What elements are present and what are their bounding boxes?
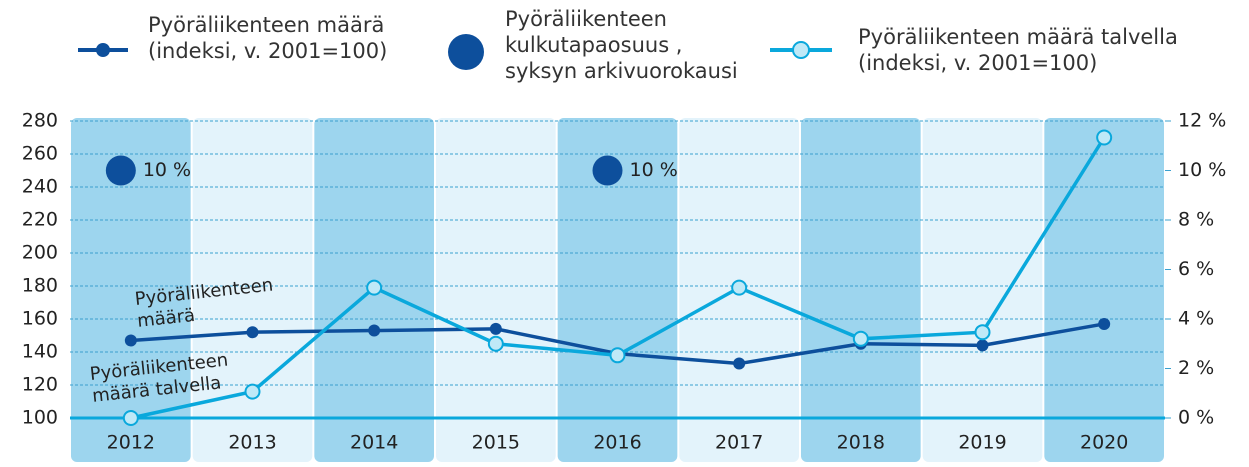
legend-label: Pyöräliikenteen määrä (indeksi, v. 2001=… xyxy=(148,13,388,63)
y-tick-label: 180 xyxy=(22,275,58,297)
y-tick-label: 220 xyxy=(22,209,58,231)
point-marker xyxy=(1098,317,1111,330)
category-band xyxy=(801,118,921,462)
point-marker xyxy=(124,334,137,347)
snowflake-marker xyxy=(244,383,261,400)
y2-tick-label: 8 % xyxy=(1178,209,1214,231)
x-tick-label: 2018 xyxy=(837,432,885,454)
y-tick-label: 100 xyxy=(22,407,58,429)
bubble xyxy=(592,155,623,186)
y-tick-label: 120 xyxy=(22,374,58,396)
point-marker xyxy=(733,357,746,370)
x-tick-label: 2012 xyxy=(107,432,155,454)
snowflake-marker xyxy=(366,279,383,296)
x-tick-label: 2015 xyxy=(472,432,520,454)
point-marker xyxy=(246,326,259,339)
x-tick-label: 2014 xyxy=(350,432,398,454)
snowflake-marker xyxy=(1096,129,1113,146)
x-tick-label: 2019 xyxy=(958,432,1006,454)
category-band xyxy=(1044,118,1164,462)
snowflake-marker xyxy=(974,324,991,341)
legend-label: Pyöräliikenteen määrä talvella (indeksi,… xyxy=(858,25,1178,75)
y2-tick-label: 0 % xyxy=(1178,407,1214,429)
y-tick-label: 280 xyxy=(22,110,58,132)
snowflake-marker xyxy=(122,410,139,426)
snowflake-marker xyxy=(609,347,626,364)
category-band xyxy=(557,118,678,462)
y-tick-label: 240 xyxy=(22,176,58,198)
snowflake-marker xyxy=(487,335,504,352)
y-tick-label: 140 xyxy=(22,341,58,363)
point-marker xyxy=(976,339,989,352)
legend-marker xyxy=(448,34,484,70)
legend-marker xyxy=(96,43,110,57)
point-marker xyxy=(489,322,502,335)
category-band xyxy=(436,118,556,462)
y-tick-label: 200 xyxy=(22,242,58,264)
x-tick-label: 2013 xyxy=(228,432,276,454)
data-label: 10 % xyxy=(143,159,191,181)
y-tick-label: 260 xyxy=(22,143,58,165)
data-label: 10 % xyxy=(630,159,678,181)
y2-tick-label: 4 % xyxy=(1178,308,1214,330)
snowflake-marker xyxy=(731,279,748,296)
bubble xyxy=(105,155,136,186)
y2-tick-label: 2 % xyxy=(1178,357,1214,379)
point-marker xyxy=(368,324,381,337)
y2-tick-label: 6 % xyxy=(1178,258,1214,280)
legend-label: Pyöräliikenteen kulkutapaosuus , syksyn … xyxy=(505,7,738,83)
y2-tick-label: 12 % xyxy=(1178,110,1226,132)
y-tick-label: 160 xyxy=(22,308,58,330)
category-band xyxy=(192,118,313,462)
y2-tick-label: 10 % xyxy=(1178,159,1226,181)
x-tick-label: 2016 xyxy=(593,432,641,454)
category-band xyxy=(922,118,1043,462)
x-tick-label: 2020 xyxy=(1080,432,1128,454)
legend-marker xyxy=(792,41,810,59)
snowflake-marker xyxy=(852,330,869,347)
category-band xyxy=(71,118,191,462)
x-tick-label: 2017 xyxy=(715,432,763,454)
